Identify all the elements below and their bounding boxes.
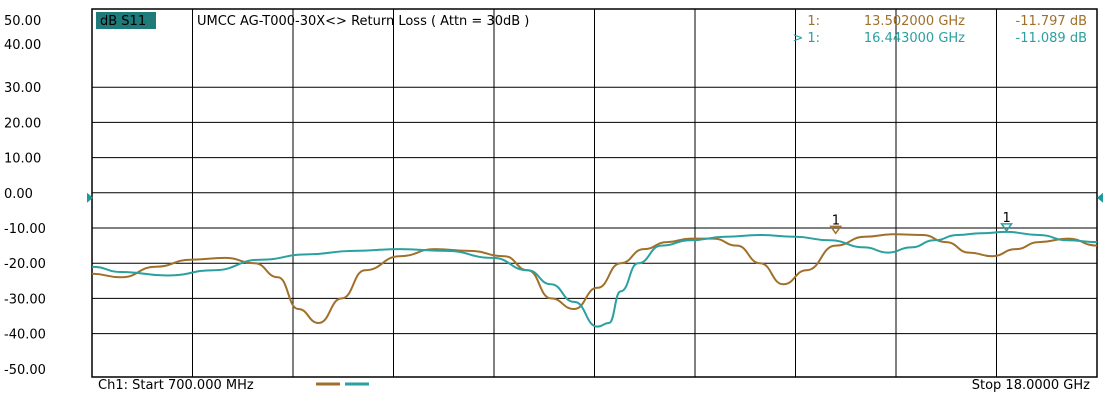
marker1-value: -11.797 dB — [1016, 14, 1087, 29]
y-tick-label: 0.00 — [4, 187, 33, 202]
chart-title: UMCC AG-T000-30X<> Return Loss ( Attn = … — [197, 14, 529, 29]
marker-2-label: 1 — [1003, 211, 1011, 226]
start-frequency-label: Ch1: Start 700.000 MHz — [98, 378, 254, 393]
marker2-freq: 16.443000 GHz — [864, 31, 965, 46]
marker2-index-label: > 1: — [792, 31, 820, 46]
y-tick-label: -30.00 — [4, 292, 46, 307]
measurement-badge[interactable]: dB S11 — [100, 14, 146, 29]
marker-1-label: 1 — [832, 213, 840, 228]
y-tick-label: 10.00 — [4, 152, 41, 167]
traces — [91, 230, 1098, 328]
measurement-badge-bg — [96, 12, 156, 29]
y-tick-label: 30.00 — [4, 81, 41, 96]
y-tick-label: -40.00 — [4, 328, 46, 343]
y-tick-label: -20.00 — [4, 257, 46, 272]
stop-frequency-label: Stop 18.0000 GHz — [972, 378, 1090, 393]
marker-1-symbol[interactable] — [829, 225, 843, 235]
marker2-value: -11.089 dB — [1016, 31, 1087, 46]
y-tick-label: -50.00 — [4, 363, 46, 378]
marker1-index-label: 1: — [807, 14, 820, 29]
y-tick-label: -10.00 — [4, 222, 46, 237]
marker-2-symbol[interactable] — [1000, 223, 1014, 233]
plot-grid — [91, 8, 1098, 378]
y-tick-labels: 50.00 40.00 30.00 20.00 10.00 0.00 -10.00 -20.0… — [4, 14, 46, 378]
y-tick-label: 20.00 — [4, 116, 41, 131]
y-tick-label: 40.00 — [4, 38, 41, 53]
y-tick-label: 50.00 — [4, 14, 41, 29]
reference-arrow-right[interactable] — [1097, 192, 1103, 203]
trace-2[interactable] — [91, 230, 1098, 328]
marker1-freq: 13.502000 GHz — [864, 14, 965, 29]
reference-arrow-left[interactable] — [87, 192, 93, 203]
